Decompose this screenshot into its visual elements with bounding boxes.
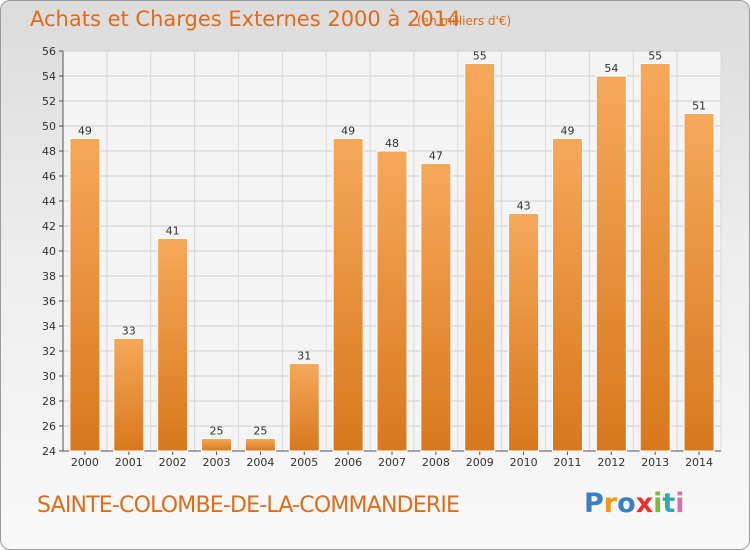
data-label: 33 — [122, 325, 136, 338]
data-label: 25 — [253, 425, 267, 438]
bar — [595, 75, 627, 452]
proxiti-logo[interactable]: Proxiti — [584, 488, 685, 519]
y-tick-label: 54 — [42, 70, 56, 83]
y-tick-label: 52 — [42, 95, 56, 108]
bar — [683, 113, 715, 452]
commune-name: SAINTE-COLOMBE-DE-LA-COMMANDERIE — [37, 493, 460, 518]
bar — [508, 213, 540, 452]
logo-letter: t — [662, 488, 676, 519]
x-tick-label: 2003 — [203, 456, 231, 469]
data-label: 47 — [429, 150, 443, 163]
data-label: 48 — [385, 137, 399, 150]
bar — [157, 238, 189, 452]
logo-letter: x — [635, 488, 654, 519]
x-tick-label: 2014 — [685, 456, 713, 469]
bar — [639, 63, 671, 452]
data-label: 49 — [78, 125, 92, 138]
y-tick-label: 36 — [42, 295, 56, 308]
x-tick-label: 2002 — [159, 456, 187, 469]
data-label: 55 — [473, 50, 487, 63]
y-tick-label: 26 — [42, 420, 56, 433]
logo-letter: P — [584, 488, 604, 519]
y-tick-label: 44 — [42, 195, 56, 208]
data-label: 51 — [692, 100, 706, 113]
bar — [69, 138, 101, 452]
bar — [332, 138, 364, 452]
y-tick-label: 34 — [42, 320, 56, 333]
y-tick-label: 48 — [42, 145, 56, 158]
bar — [244, 438, 276, 452]
bar — [376, 150, 408, 452]
y-tick-label: 30 — [42, 370, 56, 383]
x-tick-label: 2012 — [597, 456, 625, 469]
bar — [464, 63, 496, 452]
bar — [551, 138, 583, 452]
labels: 49 33 41 25 25 31 49 48 47 55 43 49 54 55 51 — [78, 50, 706, 438]
data-label: 55 — [648, 50, 662, 63]
x-tick-label: 2010 — [510, 456, 538, 469]
x-tick-label: 2009 — [466, 456, 494, 469]
x-tick-label: 2013 — [641, 456, 669, 469]
logo-letter: i — [675, 488, 685, 519]
y-tick-label: 56 — [42, 45, 56, 58]
y-tick-label: 42 — [42, 220, 56, 233]
data-label: 41 — [166, 225, 180, 238]
x-tick-label: 2001 — [115, 456, 143, 469]
data-label: 25 — [210, 425, 224, 438]
bar — [113, 338, 145, 452]
x-tick-label: 2005 — [290, 456, 318, 469]
data-label: 49 — [560, 125, 574, 138]
bar — [288, 363, 320, 452]
y-tick-label: 32 — [42, 345, 56, 358]
logo-letter: o — [617, 488, 636, 519]
chart-title: Achats et Charges Externes 2000 à 2014 — [30, 7, 461, 31]
x-tick-label: 2007 — [378, 456, 406, 469]
data-label: 43 — [517, 200, 531, 213]
y-tick-label: 50 — [42, 120, 56, 133]
chart-subtitle: (en milliers d'€) — [417, 14, 512, 28]
x-tick-label: 2008 — [422, 456, 450, 469]
x-tick-label: 2004 — [246, 456, 274, 469]
data-label: 49 — [341, 125, 355, 138]
x-tick-label: 2011 — [553, 456, 581, 469]
x-tick-label: 2006 — [334, 456, 362, 469]
x-tick-label: 2000 — [71, 456, 99, 469]
data-label: 31 — [297, 350, 311, 363]
y-tick-label: 40 — [42, 245, 56, 258]
bar — [420, 163, 452, 452]
data-label: 54 — [604, 62, 618, 75]
bars — [69, 63, 715, 452]
y-tick-label: 28 — [42, 395, 56, 408]
y-tick-label: 38 — [42, 270, 56, 283]
logo-letter: i — [653, 488, 663, 519]
y-tick-label: 24 — [42, 445, 56, 458]
y-tick-label: 46 — [42, 170, 56, 183]
logo-letter: r — [603, 488, 618, 519]
bar — [201, 438, 233, 452]
